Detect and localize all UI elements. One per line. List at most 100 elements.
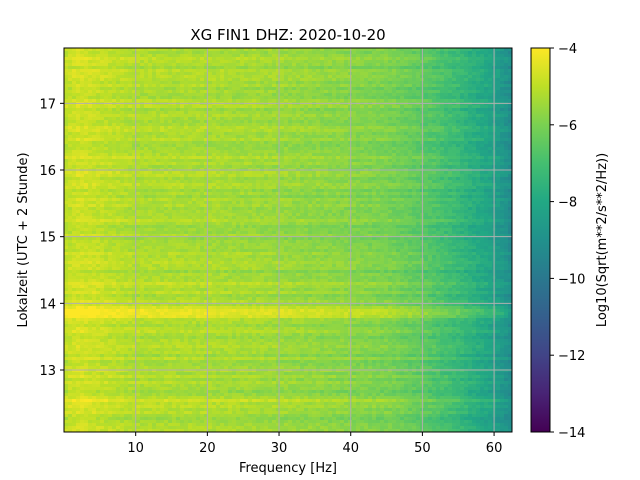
heatmap-cell (500, 132, 505, 136)
heatmap-cell (468, 162, 473, 166)
heatmap-cell (144, 63, 149, 67)
heatmap-cell (344, 81, 349, 85)
heatmap-cell (500, 126, 505, 130)
heatmap-cell (476, 81, 481, 85)
heatmap-cell (68, 117, 73, 121)
heatmap-cell (336, 177, 341, 181)
heatmap-cell (296, 162, 301, 166)
heatmap-cell (216, 63, 221, 67)
heatmap-cell (216, 84, 221, 88)
heatmap-cell (196, 123, 201, 127)
heatmap-cell (508, 81, 513, 85)
heatmap-cell (320, 84, 325, 88)
heatmap-cell (324, 123, 329, 127)
heatmap-cell (452, 78, 457, 82)
heatmap-cell (84, 87, 89, 91)
heatmap-cell (448, 138, 453, 142)
heatmap-cell (488, 72, 493, 76)
heatmap-cell (264, 99, 269, 103)
heatmap-cell (128, 147, 133, 151)
heatmap-cell (96, 78, 101, 82)
heatmap-cell (464, 153, 469, 157)
heatmap-cell (468, 135, 473, 139)
heatmap-cell (212, 90, 217, 94)
heatmap-cell (456, 111, 461, 115)
heatmap-cell (136, 60, 141, 64)
heatmap-cell (348, 141, 353, 145)
heatmap-cell (376, 60, 381, 64)
heatmap-cell (172, 66, 177, 70)
heatmap-cell (324, 165, 329, 169)
heatmap-cell (196, 93, 201, 97)
heatmap-cell (316, 117, 321, 121)
heatmap-cell (496, 69, 501, 73)
heatmap-cell (384, 153, 389, 157)
heatmap-cell (376, 141, 381, 145)
heatmap-cell (412, 129, 417, 133)
heatmap-cell (188, 174, 193, 178)
heatmap-cell (288, 171, 293, 175)
heatmap-cell (352, 66, 357, 70)
heatmap-cell (364, 129, 369, 133)
heatmap-cell (220, 75, 225, 79)
heatmap-cell (84, 120, 89, 124)
heatmap-cell (104, 138, 109, 142)
heatmap-cell (428, 135, 433, 139)
heatmap-cell (460, 108, 465, 112)
heatmap-cell (164, 120, 169, 124)
heatmap-cell (480, 66, 485, 70)
heatmap-cell (104, 129, 109, 133)
heatmap-cell (140, 48, 145, 52)
heatmap-cell (344, 99, 349, 103)
heatmap-cell (232, 120, 237, 124)
heatmap-cell (100, 99, 105, 103)
heatmap-cell (188, 108, 193, 112)
heatmap-cell (228, 111, 233, 115)
heatmap-cell (308, 48, 313, 52)
heatmap-cell (472, 153, 477, 157)
heatmap-cell (360, 57, 365, 61)
heatmap-cell (196, 75, 201, 79)
heatmap-cell (384, 66, 389, 70)
heatmap-cell (176, 99, 181, 103)
heatmap-cell (328, 132, 333, 136)
heatmap-cell (140, 111, 145, 115)
heatmap-cell (444, 138, 449, 142)
heatmap-cell (144, 60, 149, 64)
heatmap-cell (136, 78, 141, 82)
heatmap-cell (200, 165, 205, 169)
heatmap-cell (440, 177, 445, 181)
heatmap-cell (496, 78, 501, 82)
heatmap-cell (416, 177, 421, 181)
heatmap-cell (76, 126, 81, 130)
heatmap-cell (268, 54, 273, 58)
heatmap-cell (152, 57, 157, 61)
heatmap-cell (236, 66, 241, 70)
heatmap-cell (484, 69, 489, 73)
heatmap-cell (272, 120, 277, 124)
heatmap-cell (444, 162, 449, 166)
heatmap-cell (308, 138, 313, 142)
heatmap-cell (440, 162, 445, 166)
heatmap-cell (264, 69, 269, 73)
heatmap-cell (364, 150, 369, 154)
heatmap-cell (96, 174, 101, 178)
heatmap-cell (460, 48, 465, 52)
heatmap-cell (240, 114, 245, 118)
heatmap-cell (84, 132, 89, 136)
heatmap-cell (336, 108, 341, 112)
heatmap-cell (132, 171, 137, 175)
heatmap-cell (188, 57, 193, 61)
heatmap-cell (64, 84, 69, 88)
heatmap-cell (308, 180, 313, 184)
heatmap-cell (236, 90, 241, 94)
heatmap-cell (480, 54, 485, 58)
heatmap-cell (384, 54, 389, 58)
heatmap-cell (324, 138, 329, 142)
heatmap-cell (360, 87, 365, 91)
heatmap-cell (84, 93, 89, 97)
heatmap-cell (448, 156, 453, 160)
heatmap-cell (100, 72, 105, 76)
heatmap-cell (456, 69, 461, 73)
heatmap-cell (96, 153, 101, 157)
